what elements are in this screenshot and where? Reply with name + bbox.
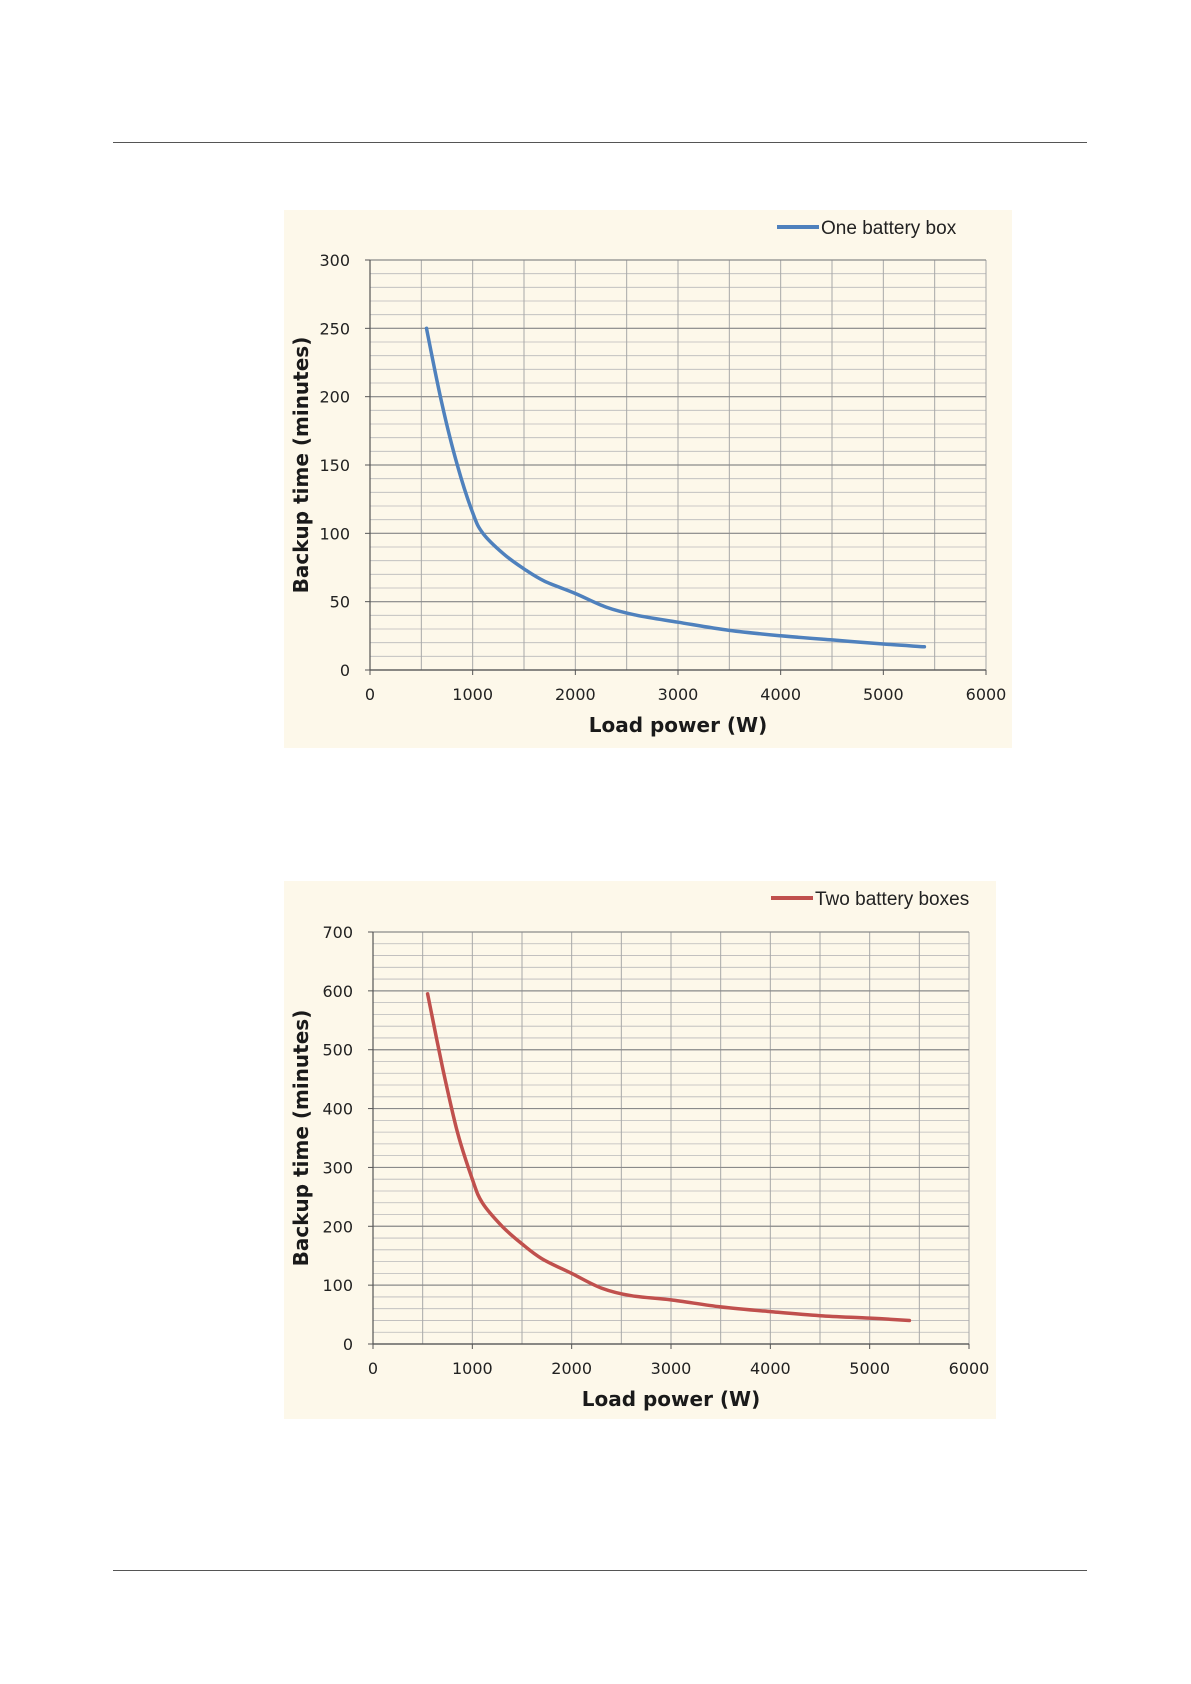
- series-point: [425, 327, 428, 330]
- y-tick-label: 300: [322, 1158, 353, 1177]
- series-point: [440, 402, 443, 405]
- series-point: [635, 614, 638, 617]
- series-point: [523, 567, 526, 570]
- y-tick-label: 200: [322, 1217, 353, 1236]
- series-point: [481, 1201, 484, 1204]
- y-axis-title: Backup time (minutes): [289, 1010, 313, 1267]
- x-tick-label: 1000: [452, 1359, 493, 1378]
- series-point: [819, 1314, 822, 1317]
- series-point: [540, 1257, 543, 1260]
- x-tick-label: 2000: [555, 685, 596, 704]
- y-tick-label: 400: [322, 1100, 353, 1119]
- footer-rule: [113, 1570, 1087, 1571]
- series-point: [868, 1317, 871, 1320]
- series-point: [481, 532, 484, 535]
- y-tick-label: 250: [319, 319, 350, 338]
- series-point: [570, 1272, 573, 1275]
- y-tick-label: 300: [319, 251, 350, 270]
- series-point: [779, 634, 782, 637]
- series-point: [502, 552, 505, 555]
- y-tick-label: 600: [322, 982, 353, 1001]
- y-tick-label: 100: [322, 1276, 353, 1295]
- y-tick-label: 700: [322, 923, 353, 942]
- y-tick-label: 100: [319, 524, 350, 543]
- series-point: [456, 1131, 459, 1134]
- x-tick-label: 6000: [966, 685, 1007, 704]
- x-tick-label: 6000: [949, 1359, 990, 1378]
- series-point: [769, 1310, 772, 1313]
- series-point: [574, 592, 577, 595]
- x-tick-label: 2000: [551, 1359, 592, 1378]
- series-point: [630, 1294, 633, 1297]
- series-point: [882, 643, 885, 646]
- x-tick-label: 3000: [651, 1359, 692, 1378]
- series-point: [677, 621, 680, 624]
- y-tick-label: 500: [322, 1041, 353, 1060]
- y-tick-label: 50: [330, 593, 350, 612]
- legend-label: Two battery boxes: [815, 889, 969, 910]
- x-axis-title: Load power (W): [589, 713, 768, 737]
- series-line: [425, 992, 912, 1323]
- legend-label: One battery box: [821, 218, 957, 239]
- series-point: [456, 464, 459, 467]
- series-line: [424, 326, 927, 649]
- x-tick-label: 0: [365, 685, 375, 704]
- series-point: [600, 1287, 603, 1290]
- chart-two-battery-boxes: 0 100 200 300 400 500 600 700 0 1000 2000 3000 4000 5…: [284, 881, 996, 1419]
- y-axis-title: Backup time (minutes): [289, 337, 313, 594]
- series-point: [831, 638, 834, 641]
- x-axis-title: Load power (W): [582, 1387, 761, 1411]
- x-tick-label: 5000: [863, 685, 904, 704]
- series-point: [441, 1066, 444, 1069]
- x-tick-label: 4000: [760, 685, 801, 704]
- y-tick-label: 0: [340, 661, 350, 680]
- y-tick-label: 0: [343, 1335, 353, 1354]
- series-point: [521, 1242, 524, 1245]
- series-point: [501, 1225, 504, 1228]
- series-point: [471, 511, 474, 514]
- series-point: [471, 1178, 474, 1181]
- series-point: [543, 580, 546, 583]
- x-tick-label: 3000: [658, 685, 699, 704]
- header-rule: [113, 142, 1087, 143]
- series-point: [728, 629, 731, 632]
- series-point: [719, 1305, 722, 1308]
- x-tick-label: 0: [368, 1359, 378, 1378]
- x-tick-label: 4000: [750, 1359, 791, 1378]
- x-tick-label: 1000: [452, 685, 493, 704]
- x-tick-label: 5000: [849, 1359, 890, 1378]
- chart-one-battery-box: 0 50 100 150 200 250 300 0 1000 2000 3000 4000 5000 6…: [284, 210, 1012, 748]
- chart-svg: 0 100 200 300 400 500 600 700 0 1000 2000 3000 4000 5…: [289, 889, 990, 1411]
- series-point: [426, 992, 429, 995]
- y-tick-label: 200: [319, 388, 350, 407]
- series-point: [908, 1319, 911, 1322]
- y-tick-label: 150: [319, 456, 350, 475]
- series-point: [605, 606, 608, 609]
- series-point: [670, 1298, 673, 1301]
- series-point: [923, 645, 926, 648]
